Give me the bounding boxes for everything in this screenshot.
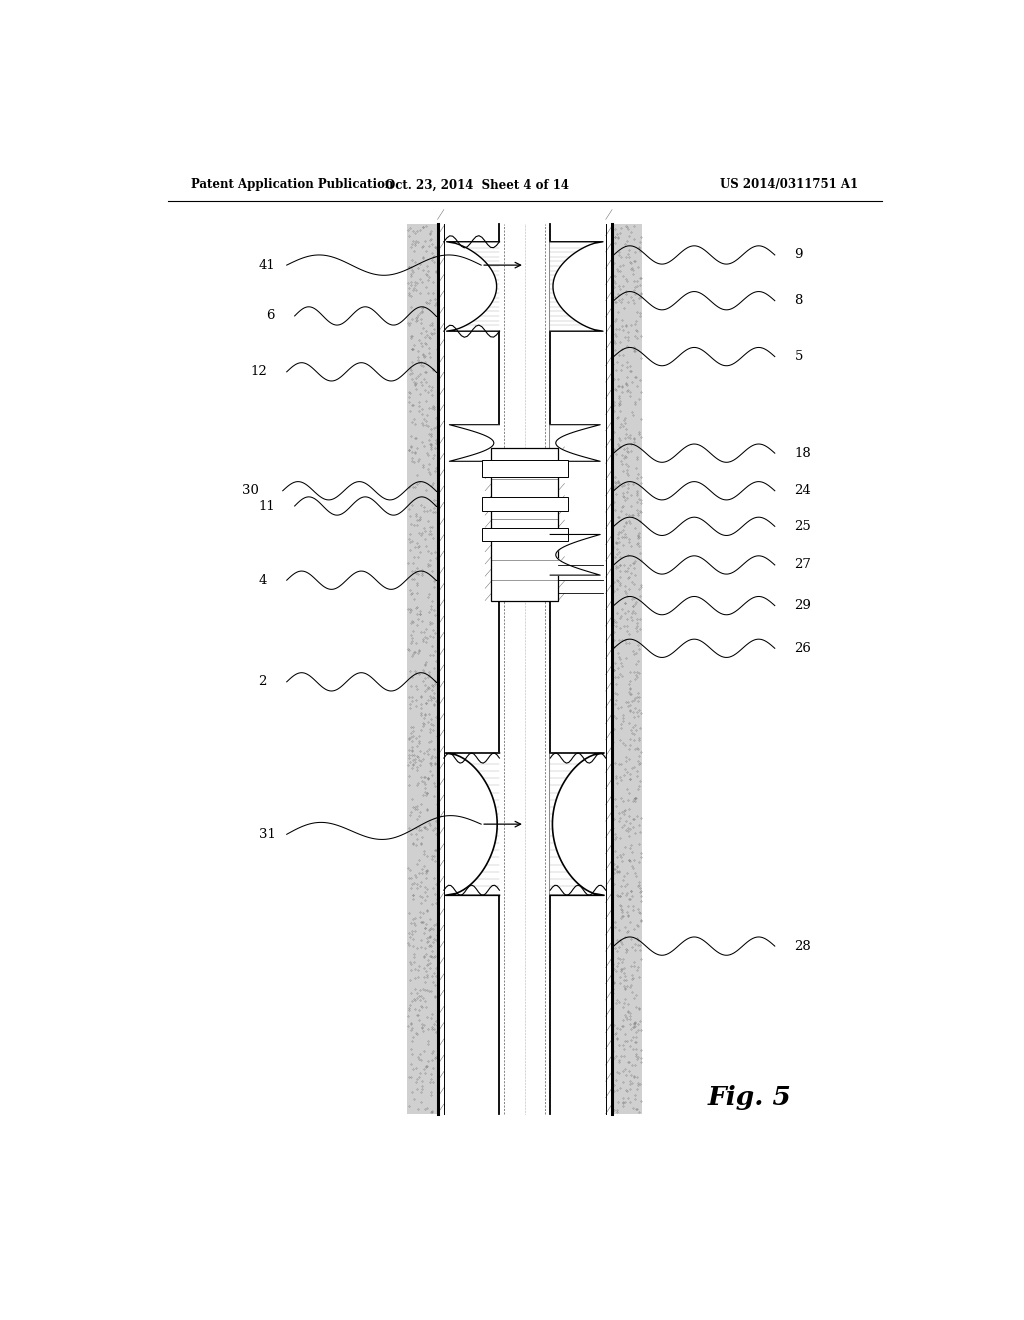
Text: 30: 30 <box>242 484 259 498</box>
Text: 8: 8 <box>795 294 803 308</box>
Text: 27: 27 <box>795 558 811 572</box>
Bar <box>482 496 567 511</box>
Polygon shape <box>445 752 500 895</box>
Bar <box>492 447 558 601</box>
Text: 5: 5 <box>795 350 803 363</box>
Bar <box>482 461 567 477</box>
Text: Oct. 23, 2014  Sheet 4 of 14: Oct. 23, 2014 Sheet 4 of 14 <box>385 178 569 191</box>
Bar <box>437 224 612 1114</box>
Text: 24: 24 <box>795 484 811 498</box>
Polygon shape <box>550 752 604 895</box>
Text: 4: 4 <box>258 574 267 586</box>
Text: 11: 11 <box>258 499 274 512</box>
Text: 31: 31 <box>259 828 275 841</box>
Bar <box>612 224 642 1114</box>
Text: 2: 2 <box>258 676 267 688</box>
Text: 29: 29 <box>795 599 811 612</box>
Text: 26: 26 <box>795 642 811 655</box>
Bar <box>482 528 567 541</box>
Bar <box>408 224 437 1114</box>
Text: 18: 18 <box>795 446 811 459</box>
Text: Patent Application Publication: Patent Application Publication <box>191 178 394 191</box>
Text: 6: 6 <box>266 309 274 322</box>
Polygon shape <box>446 242 500 331</box>
Polygon shape <box>550 535 600 576</box>
Text: 28: 28 <box>795 940 811 953</box>
Text: 12: 12 <box>250 366 267 379</box>
Text: 9: 9 <box>795 248 803 261</box>
Polygon shape <box>550 242 603 331</box>
Text: 41: 41 <box>259 259 275 272</box>
Text: Fig. 5: Fig. 5 <box>708 1085 792 1110</box>
Polygon shape <box>450 425 500 461</box>
Text: US 2014/0311751 A1: US 2014/0311751 A1 <box>720 178 858 191</box>
Text: 25: 25 <box>795 520 811 533</box>
Polygon shape <box>550 425 600 461</box>
